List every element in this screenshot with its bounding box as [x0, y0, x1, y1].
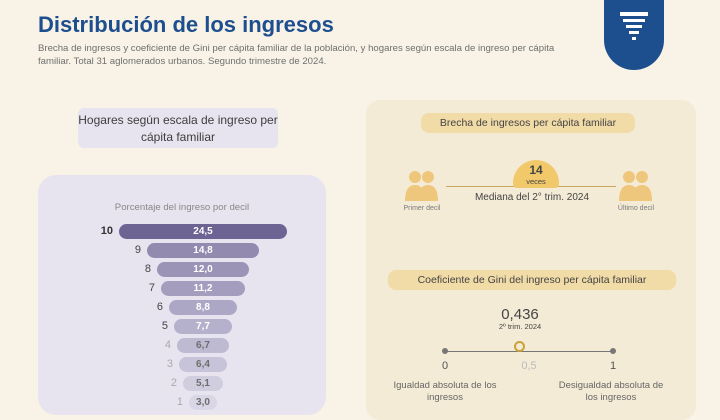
brecha-title: Brecha de ingresos per cápita familiar	[421, 113, 635, 133]
first-decile-label: Primer decil	[403, 205, 441, 212]
brecha-times-badge: 14 veces	[513, 160, 559, 188]
right-panel	[366, 100, 696, 420]
gini-scale-min: 0	[441, 360, 449, 372]
funnel-bar-decil-2: 5,1	[183, 376, 223, 391]
funnel-bar-decil-6: 8,8	[169, 300, 237, 315]
funnel-bar-decil-9: 14,8	[147, 243, 259, 258]
gini-value-marker	[514, 341, 525, 352]
gini-scale-line	[445, 351, 613, 352]
gini-period: 2º trim. 2024	[498, 322, 542, 331]
funnel-decil-label: 5	[161, 320, 168, 332]
gini-max-caption: Desigualdad absoluta de los ingresos	[558, 380, 664, 403]
funnel-decil-label: 2	[170, 377, 177, 389]
gini-title: Coeficiente de Gini del ingreso per cápi…	[388, 270, 676, 290]
funnel-bar-decil-1: 3,0	[189, 395, 217, 410]
page-title: Distribución de los ingresos	[38, 12, 334, 37]
logo-badge	[604, 0, 664, 70]
funnel-decil-label: 1	[176, 396, 183, 408]
first-decile-people-icon	[405, 171, 438, 201]
gini-scale-mid: 0,5	[521, 360, 537, 372]
gini-value: 0,436	[501, 306, 539, 323]
funnel-decil-label: 8	[144, 263, 151, 275]
funnel-caption: Porcentaje del ingreso por decil	[114, 202, 250, 213]
funnel-decil-label: 4	[164, 339, 171, 351]
funnel-bar-decil-5: 7,7	[174, 319, 232, 334]
funnel-decil-label: 10	[100, 225, 113, 237]
brecha-times-value: 14	[529, 163, 543, 177]
brecha-times-label: veces	[526, 177, 546, 186]
funnel-bar-decil-8: 12,0	[157, 262, 249, 277]
gini-min-caption: Igualdad absoluta de los ingresos	[393, 380, 497, 403]
gini-scale-max-dot	[610, 348, 616, 354]
funnel-bar-decil-10: 24,5	[119, 224, 287, 239]
last-decile-label: Último decil	[617, 205, 655, 212]
funnel-decil-label: 9	[134, 244, 141, 256]
gini-scale-min-dot	[442, 348, 448, 354]
funnel-decil-label: 6	[156, 301, 163, 313]
funnel-decil-label: 3	[166, 358, 173, 370]
gini-scale-max: 1	[609, 360, 617, 372]
funnel-bar-decil-3: 6,4	[179, 357, 227, 372]
funnel-decil-label: 7	[148, 282, 155, 294]
funnel-bar-decil-4: 6,7	[177, 338, 229, 353]
funnel-panel: Porcentaje del ingreso por decil 24,5 10 1…	[38, 175, 326, 415]
brecha-median-label: Mediana del 2° trim. 2024	[474, 192, 590, 203]
funnel-bar-decil-7: 11,2	[161, 281, 245, 296]
funnel-header: Hogares según escala de ingreso per cápi…	[78, 108, 278, 148]
funnel-list-icon	[620, 12, 648, 40]
last-decile-people-icon	[619, 171, 652, 201]
page-subtitle: Brecha de ingresos y coeficiente de Gini…	[38, 43, 555, 67]
